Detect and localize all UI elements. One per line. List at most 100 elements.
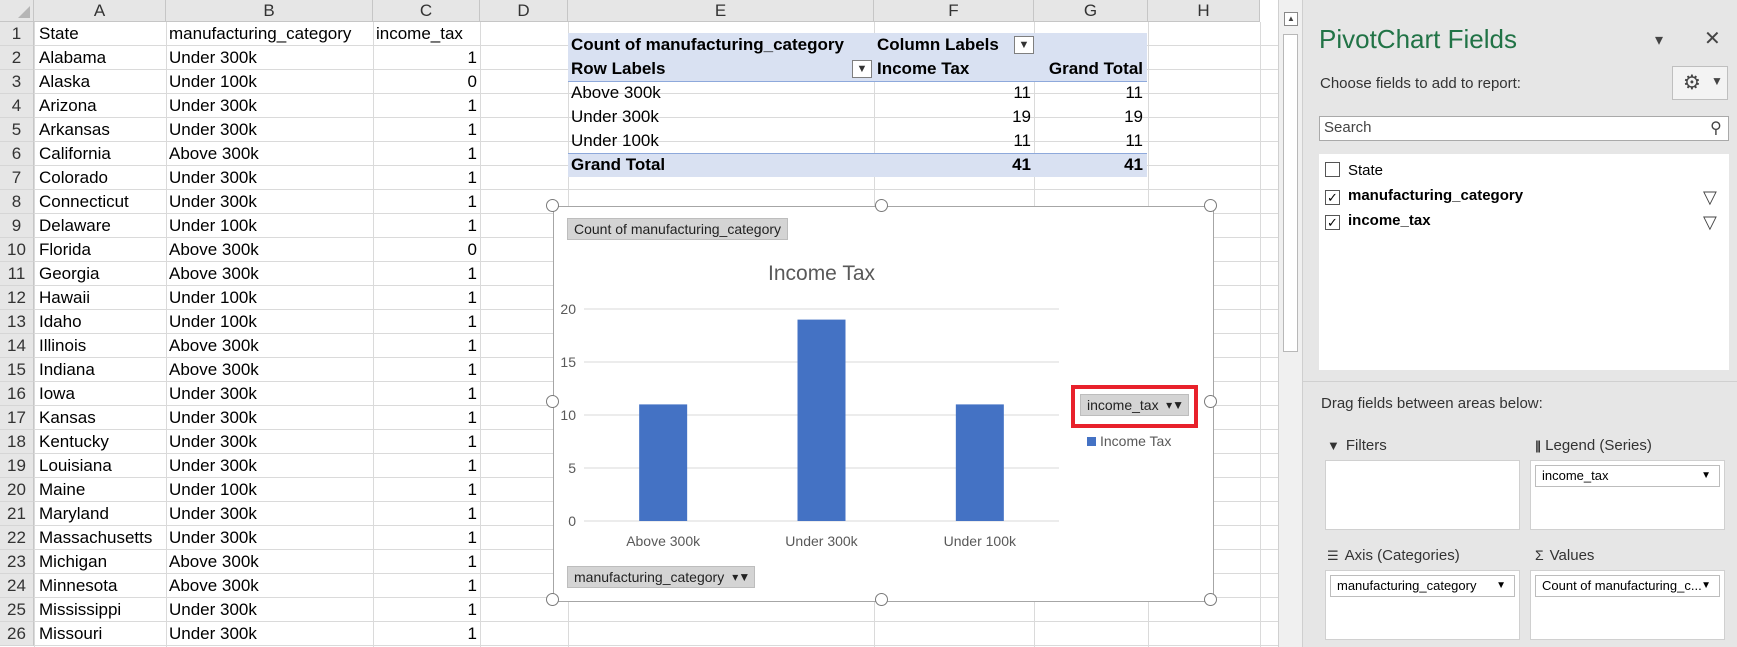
cell-state[interactable]: Florida xyxy=(39,240,91,259)
chevron-down-icon[interactable]: ▼ xyxy=(1496,580,1506,591)
column-labels-filter-button[interactable]: ▼ xyxy=(1014,36,1034,54)
cell-manufacturing-category[interactable]: Under 100k xyxy=(169,288,257,307)
pivot-grand-total-label[interactable]: Grand Total xyxy=(571,155,666,174)
cell-state[interactable]: Colorado xyxy=(39,168,108,187)
legend-field-button[interactable]: income_tax ▾▼ xyxy=(1080,394,1189,416)
pivot-cell-income[interactable]: 11 xyxy=(1013,83,1031,102)
cell-manufacturing-category[interactable]: Under 100k xyxy=(169,216,257,235)
resize-handle[interactable] xyxy=(546,199,559,212)
cell-state[interactable]: Massachusetts xyxy=(39,528,153,547)
cell-manufacturing-category[interactable]: Above 300k xyxy=(169,336,259,355)
pivot-col-income-tax[interactable]: Income Tax xyxy=(877,59,970,78)
column-header-h[interactable]: H xyxy=(1148,0,1260,22)
resize-handle[interactable] xyxy=(875,593,888,606)
row-header[interactable]: 18 xyxy=(0,430,34,454)
cell-state[interactable]: Delaware xyxy=(39,216,111,235)
checkbox-manufacturing-category[interactable]: ✓ xyxy=(1325,190,1340,205)
row-labels-filter-button[interactable]: ▼ xyxy=(852,60,872,78)
cell-income-tax[interactable]: 1 xyxy=(467,264,477,283)
cell-manufacturing-category[interactable]: Under 300k xyxy=(169,384,257,403)
resize-handle[interactable] xyxy=(875,199,888,212)
chevron-down-icon[interactable]: ▼ xyxy=(1701,470,1711,481)
row-header[interactable]: 19 xyxy=(0,454,34,478)
axis-field-button[interactable]: manufacturing_category ▾▼ xyxy=(567,566,756,588)
cell-manufacturing-category[interactable]: Above 300k xyxy=(169,552,259,571)
cell-state[interactable]: Georgia xyxy=(39,264,100,283)
pivot-col-grand-total[interactable]: Grand Total xyxy=(1048,59,1143,78)
row-header[interactable]: 7 xyxy=(0,166,34,190)
row-header[interactable]: 1 xyxy=(0,22,34,46)
cell-income-tax[interactable]: 1 xyxy=(467,576,477,595)
column-header-f[interactable]: F xyxy=(874,0,1034,22)
field-search-input[interactable]: Search ⚲ xyxy=(1319,116,1729,141)
cell-manufacturing-category[interactable]: Under 300k xyxy=(169,456,257,475)
cell-manufacturing-category[interactable]: Under 300k xyxy=(169,432,257,451)
chevron-down-icon[interactable]: ▼ xyxy=(1701,580,1711,591)
cell-state[interactable]: Louisiana xyxy=(39,456,112,475)
cell-income-tax[interactable]: income_tax xyxy=(376,24,463,43)
cell-manufacturing-category[interactable]: Above 300k xyxy=(169,144,259,163)
row-header[interactable]: 11 xyxy=(0,262,34,286)
row-header[interactable]: 9 xyxy=(0,214,34,238)
checkbox-income-tax[interactable]: ✓ xyxy=(1325,215,1340,230)
cell-manufacturing-category[interactable]: Above 300k xyxy=(169,576,259,595)
row-header[interactable]: 13 xyxy=(0,310,34,334)
cell-state[interactable]: Kentucky xyxy=(39,432,109,451)
column-header-e[interactable]: E xyxy=(568,0,874,22)
cell-state[interactable]: Idaho xyxy=(39,312,82,331)
cell-income-tax[interactable]: 1 xyxy=(467,624,477,643)
cell-manufacturing-category[interactable]: Above 300k xyxy=(169,264,259,283)
axis-area-item[interactable]: manufacturing_category ▼ xyxy=(1330,575,1515,597)
cell-manufacturing-category[interactable]: Above 300k xyxy=(169,360,259,379)
row-header[interactable]: 24 xyxy=(0,574,34,598)
legend-area[interactable]: income_tax ▼ xyxy=(1530,460,1725,530)
pane-options-dropdown[interactable]: ▾ xyxy=(1655,30,1663,50)
cell-state[interactable]: Alabama xyxy=(39,48,107,67)
cell-income-tax[interactable]: 1 xyxy=(467,360,477,379)
cell-state[interactable]: Missouri xyxy=(39,624,103,643)
pivot-column-labels[interactable]: Column Labels xyxy=(877,35,999,54)
pivot-grand-total-value[interactable]: 41 xyxy=(1124,155,1143,174)
cell-income-tax[interactable]: 1 xyxy=(467,288,477,307)
close-pane-button[interactable]: ✕ xyxy=(1704,26,1721,51)
cell-manufacturing-category[interactable]: Under 100k xyxy=(169,480,257,499)
y-tick-label[interactable]: 20 xyxy=(560,301,576,317)
cell-manufacturing-category[interactable]: Under 300k xyxy=(169,168,257,187)
pivot-count-header[interactable]: Count of manufacturing_category xyxy=(571,35,844,54)
cell-income-tax[interactable]: 1 xyxy=(467,384,477,403)
pivot-cell-label[interactable]: Above 300k xyxy=(571,83,661,102)
y-tick-label[interactable]: 10 xyxy=(560,407,576,423)
column-header-c[interactable]: C xyxy=(373,0,480,22)
row-header[interactable]: 23 xyxy=(0,550,34,574)
cell-state[interactable]: Illinois xyxy=(39,336,87,355)
cell-income-tax[interactable]: 1 xyxy=(467,216,477,235)
cell-manufacturing-category[interactable]: Under 300k xyxy=(169,624,257,643)
cell-manufacturing-category[interactable]: Under 300k xyxy=(169,96,257,115)
cell-state[interactable]: Hawaii xyxy=(39,288,91,307)
cell-income-tax[interactable]: 1 xyxy=(467,312,477,331)
cell-state[interactable]: Alaska xyxy=(39,72,91,91)
vertical-scrollbar[interactable]: ▲ xyxy=(1278,0,1302,647)
field-item-manufacturing-category[interactable]: ✓ manufacturing_category xyxy=(1325,185,1523,207)
cell-income-tax[interactable]: 1 xyxy=(467,600,477,619)
pivot-row-labels[interactable]: Row Labels xyxy=(571,59,666,78)
y-tick-label[interactable]: 5 xyxy=(568,460,576,476)
row-header[interactable]: 25 xyxy=(0,598,34,622)
cell-state[interactable]: Maine xyxy=(39,480,86,499)
value-field-button[interactable]: Count of manufacturing_category xyxy=(567,218,789,240)
row-header[interactable]: 16 xyxy=(0,382,34,406)
resize-handle[interactable] xyxy=(546,395,559,408)
bar-under-100k[interactable] xyxy=(955,404,1004,521)
x-tick-label[interactable]: Under 100k xyxy=(944,533,1017,549)
y-tick-label[interactable]: 0 xyxy=(568,513,576,529)
axis-area[interactable]: manufacturing_category ▼ xyxy=(1325,570,1520,640)
cell-income-tax[interactable]: 1 xyxy=(467,552,477,571)
cell-manufacturing-category[interactable]: Under 300k xyxy=(169,504,257,523)
row-header[interactable]: 4 xyxy=(0,94,34,118)
filter-icon[interactable]: ▽ xyxy=(1703,187,1717,207)
cell-state[interactable]: Arkansas xyxy=(39,120,110,139)
row-header[interactable]: 5 xyxy=(0,118,34,142)
cell-income-tax[interactable]: 1 xyxy=(467,96,477,115)
cell-state[interactable]: Michigan xyxy=(39,552,108,571)
